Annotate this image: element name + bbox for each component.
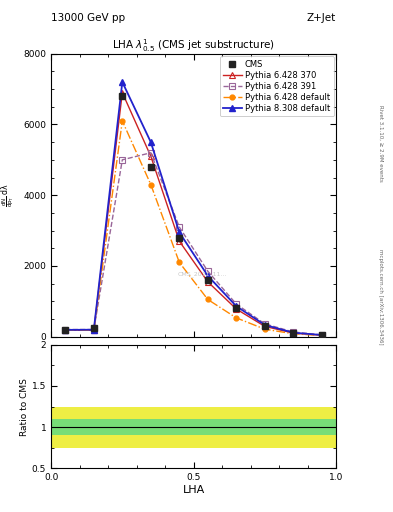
Pythia 6.428 default xyxy=(92,327,96,333)
Pythia 6.428 default xyxy=(263,326,267,332)
Pythia 6.428 default xyxy=(177,259,182,265)
Pythia 6.428 370 xyxy=(92,327,96,333)
Pythia 6.428 370 xyxy=(206,279,210,285)
Pythia 6.428 391 xyxy=(320,332,324,338)
Pythia 6.428 default xyxy=(149,181,153,187)
Pythia 6.428 default xyxy=(291,331,296,337)
Line: Pythia 6.428 default: Pythia 6.428 default xyxy=(63,118,324,338)
CMS xyxy=(206,277,210,283)
Pythia 6.428 default xyxy=(120,118,125,124)
Line: Pythia 8.308 default: Pythia 8.308 default xyxy=(62,78,325,338)
CMS xyxy=(320,332,324,338)
Pythia 8.308 default xyxy=(149,139,153,145)
Pythia 6.428 default xyxy=(234,315,239,321)
Text: Rivet 3.1.10, ≥ 2.9M events: Rivet 3.1.10, ≥ 2.9M events xyxy=(378,105,383,182)
Pythia 6.428 370 xyxy=(63,327,68,333)
CMS xyxy=(234,305,239,311)
Text: 13000 GeV pp: 13000 GeV pp xyxy=(51,13,125,23)
Pythia 8.308 default xyxy=(92,327,96,333)
Pythia 6.428 370 xyxy=(149,153,153,159)
Line: CMS: CMS xyxy=(62,93,325,338)
Text: CMS_2021_11...: CMS_2021_11... xyxy=(177,271,227,277)
Pythia 6.428 391 xyxy=(177,224,182,230)
Y-axis label: Ratio to CMS: Ratio to CMS xyxy=(20,378,29,436)
Pythia 6.428 391 xyxy=(120,157,125,163)
Title: LHA $\lambda^1_{0.5}$ (CMS jet substructure): LHA $\lambda^1_{0.5}$ (CMS jet substruct… xyxy=(112,37,275,54)
Pythia 8.308 default xyxy=(63,327,68,333)
Pythia 6.428 391 xyxy=(234,301,239,307)
Pythia 6.428 391 xyxy=(149,150,153,156)
Pythia 6.428 default xyxy=(320,332,324,338)
Pythia 8.308 default xyxy=(177,229,182,236)
CMS xyxy=(291,330,296,336)
Pythia 6.428 391 xyxy=(206,268,210,274)
CMS xyxy=(149,164,153,170)
Pythia 6.428 370 xyxy=(120,90,125,96)
Pythia 8.308 default xyxy=(206,273,210,279)
Line: Pythia 6.428 370: Pythia 6.428 370 xyxy=(62,89,325,338)
Text: Z+Jet: Z+Jet xyxy=(307,13,336,23)
CMS xyxy=(263,323,267,329)
Pythia 8.308 default xyxy=(320,332,324,338)
Pythia 6.428 391 xyxy=(291,329,296,335)
CMS xyxy=(92,325,96,331)
Pythia 8.308 default xyxy=(291,330,296,336)
Pythia 8.308 default xyxy=(234,303,239,309)
Pythia 6.428 370 xyxy=(263,323,267,329)
Pythia 6.428 default xyxy=(63,327,68,333)
Pythia 6.428 391 xyxy=(92,327,96,333)
Pythia 6.428 370 xyxy=(234,306,239,312)
Pythia 6.428 391 xyxy=(63,327,68,333)
Pythia 6.428 370 xyxy=(291,330,296,336)
Pythia 8.308 default xyxy=(263,322,267,328)
Line: Pythia 6.428 391: Pythia 6.428 391 xyxy=(62,150,325,337)
Pythia 6.428 370 xyxy=(177,238,182,244)
Text: mcplots.cern.ch [arXiv:1306.3436]: mcplots.cern.ch [arXiv:1306.3436] xyxy=(378,249,383,345)
X-axis label: LHA: LHA xyxy=(182,485,205,495)
Pythia 6.428 370 xyxy=(320,332,324,338)
Y-axis label: $\mathregular{\frac{1}{\frac{\mathrm{d}N}{\mathrm{d}p_T}}\frac{\mathrm{d}N}{\mat: $\mathregular{\frac{1}{\frac{\mathrm{d}N… xyxy=(0,183,18,207)
Pythia 6.428 391 xyxy=(263,321,267,327)
CMS xyxy=(120,93,125,99)
Pythia 6.428 default xyxy=(206,296,210,303)
Pythia 8.308 default xyxy=(120,79,125,85)
CMS xyxy=(177,234,182,241)
CMS xyxy=(63,327,68,333)
Legend: CMS, Pythia 6.428 370, Pythia 6.428 391, Pythia 6.428 default, Pythia 8.308 defa: CMS, Pythia 6.428 370, Pythia 6.428 391,… xyxy=(220,56,334,116)
